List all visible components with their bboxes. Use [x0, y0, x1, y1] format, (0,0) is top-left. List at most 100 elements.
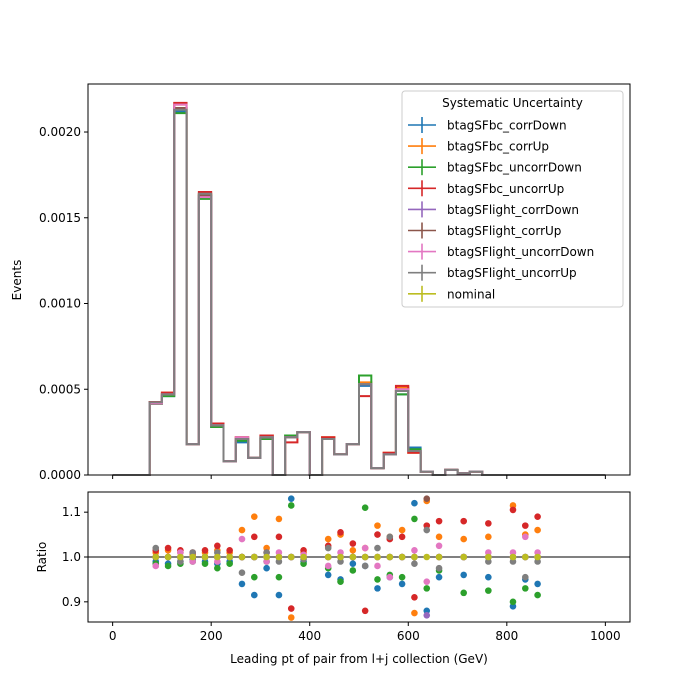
- ratio-point: [214, 553, 221, 561]
- ratio-point: [485, 533, 492, 541]
- ratio-point: [177, 553, 184, 561]
- ratio-point: [201, 553, 209, 561]
- legend-item-nominal: nominal: [408, 285, 495, 302]
- ratio-point: [435, 573, 443, 581]
- ratio-point: [287, 495, 295, 503]
- ratio-point: [349, 567, 357, 574]
- histogram-x-ticks: [112, 475, 606, 479]
- ratio-point: [238, 535, 246, 543]
- legend-label: btagSFbc_uncorrDown: [447, 161, 582, 175]
- ratio-point: [238, 569, 246, 576]
- ratio-point: [214, 564, 221, 572]
- ratio-series-group: [152, 495, 541, 621]
- ratio-point: [251, 573, 258, 581]
- histogram-y-tick-label: 0.0010: [39, 297, 81, 311]
- ratio-point: [423, 611, 431, 619]
- ratio-point: [411, 594, 418, 601]
- legend-box: [401, 90, 624, 308]
- ratio-y-tick-label: 0.9: [62, 595, 81, 609]
- ratio-point: [226, 560, 233, 568]
- ratio-point: [287, 614, 295, 621]
- ratio-point: [263, 553, 270, 561]
- ratio-point: [337, 578, 344, 585]
- ratio-point: [522, 553, 529, 561]
- histogram-y-tick-label: 0.0005: [39, 382, 81, 396]
- ratio-point: [275, 515, 283, 523]
- ratio-point: [398, 533, 406, 541]
- x-tick-label: 0: [109, 629, 117, 643]
- ratio-point: [152, 544, 160, 552]
- ratio-point: [251, 553, 258, 561]
- ratio-point: [411, 560, 418, 568]
- legend-label: btagSFlight_corrUp: [447, 224, 561, 238]
- ratio-point: [226, 553, 233, 561]
- ratio-point: [152, 553, 160, 561]
- ratio-point: [460, 517, 468, 525]
- ratio-point: [411, 546, 418, 554]
- legend-item-btagSFlight_corrUp: btagSFlight_corrUp: [408, 222, 561, 239]
- ratio-point: [238, 580, 246, 588]
- ratio-point: [411, 609, 418, 617]
- ratio-y-tick-label: 1.1: [62, 505, 81, 519]
- ratio-point: [374, 522, 381, 529]
- legend-label: btagSFlight_uncorrUp: [447, 266, 577, 280]
- ratio-point: [201, 560, 209, 568]
- ratio-point: [398, 573, 406, 581]
- ratio-point: [386, 533, 394, 541]
- legend-item-btagSFbc_corrDown: btagSFbc_corrDown: [408, 117, 567, 133]
- ratio-point: [509, 598, 517, 606]
- ratio-point: [361, 607, 369, 615]
- legend-label: btagSFlight_corrDown: [447, 203, 579, 217]
- ratio-point: [337, 553, 344, 561]
- histogram-y-ticks: 0.0000 0.0005 0.0010 0.0015 0.0020: [39, 125, 88, 482]
- legend-label: btagSFlight_uncorrDown: [447, 245, 594, 259]
- legend-item-btagSFlight_corrDown: btagSFlight_corrDown: [408, 201, 579, 218]
- legend-item-btagSFlight_uncorrDown: btagSFlight_uncorrDown: [408, 243, 594, 260]
- ratio-point: [189, 553, 196, 561]
- ratio-point: [509, 553, 517, 561]
- legend-title: Systematic Uncertainty: [442, 96, 583, 110]
- histogram-panel: 0.0000 0.0005 0.0010 0.0015 0.0020 Events Sy…: [10, 83, 631, 482]
- ratio-point: [522, 585, 529, 592]
- ratio-point: [337, 529, 344, 536]
- ratio-point: [398, 580, 406, 588]
- legend-label: btagSFbc_corrDown: [447, 119, 567, 133]
- ratio-point: [300, 553, 307, 561]
- ratio-point: [398, 553, 406, 561]
- legend-item-btagSFbc_uncorrDown: btagSFbc_uncorrDown: [408, 159, 582, 176]
- ratio-point: [460, 589, 468, 597]
- ratio-point: [460, 571, 468, 579]
- ratio-point: [263, 564, 270, 572]
- histogram-y-tick-label: 0.0000: [39, 468, 81, 482]
- ratio-point: [460, 535, 468, 543]
- ratio-point: [164, 562, 172, 570]
- ratio-point: [251, 513, 258, 520]
- ratio-point: [287, 502, 295, 509]
- ratio-point: [164, 553, 172, 561]
- ratio-point: [534, 513, 541, 520]
- ratio-point: [460, 553, 468, 561]
- ratio-point: [534, 553, 541, 561]
- ratio-y-axis-label: Ratio: [35, 542, 49, 573]
- ratio-point: [386, 573, 394, 581]
- ratio-series-nominal: [152, 553, 541, 561]
- ratio-point: [287, 553, 295, 561]
- legend-label: nominal: [447, 287, 495, 301]
- ratio-point: [251, 591, 258, 599]
- ratio-point: [324, 562, 332, 570]
- x-tick-label: 600: [397, 629, 420, 643]
- ratio-point: [275, 591, 283, 599]
- ratio-y-tick-label: 1.0: [62, 550, 81, 564]
- ratio-point: [485, 553, 492, 561]
- ratio-point: [423, 585, 431, 592]
- ratio-point: [361, 504, 369, 511]
- histogram-series-group: [112, 101, 606, 476]
- ratio-point: [534, 526, 541, 534]
- ratio-point: [374, 544, 381, 552]
- ratio-point: [423, 526, 431, 534]
- ratio-point: [534, 580, 541, 588]
- histogram-y-axis-label: Events: [10, 260, 24, 301]
- ratio-point: [349, 540, 357, 547]
- x-tick-label: 200: [200, 629, 223, 643]
